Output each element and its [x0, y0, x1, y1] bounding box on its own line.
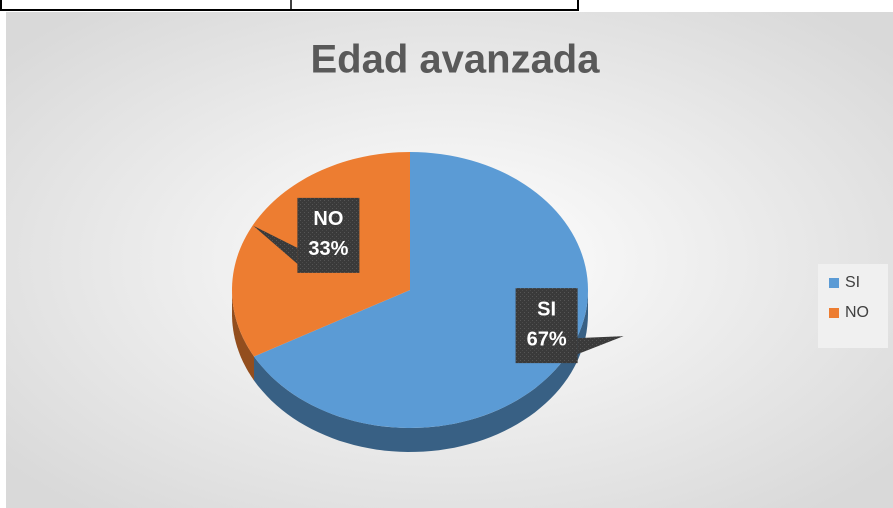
data-label: SI 67% [515, 288, 624, 364]
label-value: 67% [527, 328, 567, 350]
legend-swatch [829, 278, 839, 288]
slice-side [254, 290, 588, 452]
slice [254, 152, 589, 429]
table-fragment [0, 0, 579, 11]
label-category: NO [313, 208, 343, 230]
legend-label: NO [845, 304, 869, 321]
label-box [515, 288, 578, 364]
chart-title: Edad avanzada [310, 38, 600, 82]
legend-swatch [829, 308, 839, 318]
data-label: NO 33% [253, 197, 360, 273]
label-value: 33% [308, 238, 348, 260]
slice-side [232, 290, 254, 381]
legend-label: SI [845, 274, 860, 291]
label-callout [253, 225, 298, 264]
label-callout [577, 336, 624, 355]
label-box [297, 197, 360, 273]
label-category: SI [537, 298, 556, 320]
